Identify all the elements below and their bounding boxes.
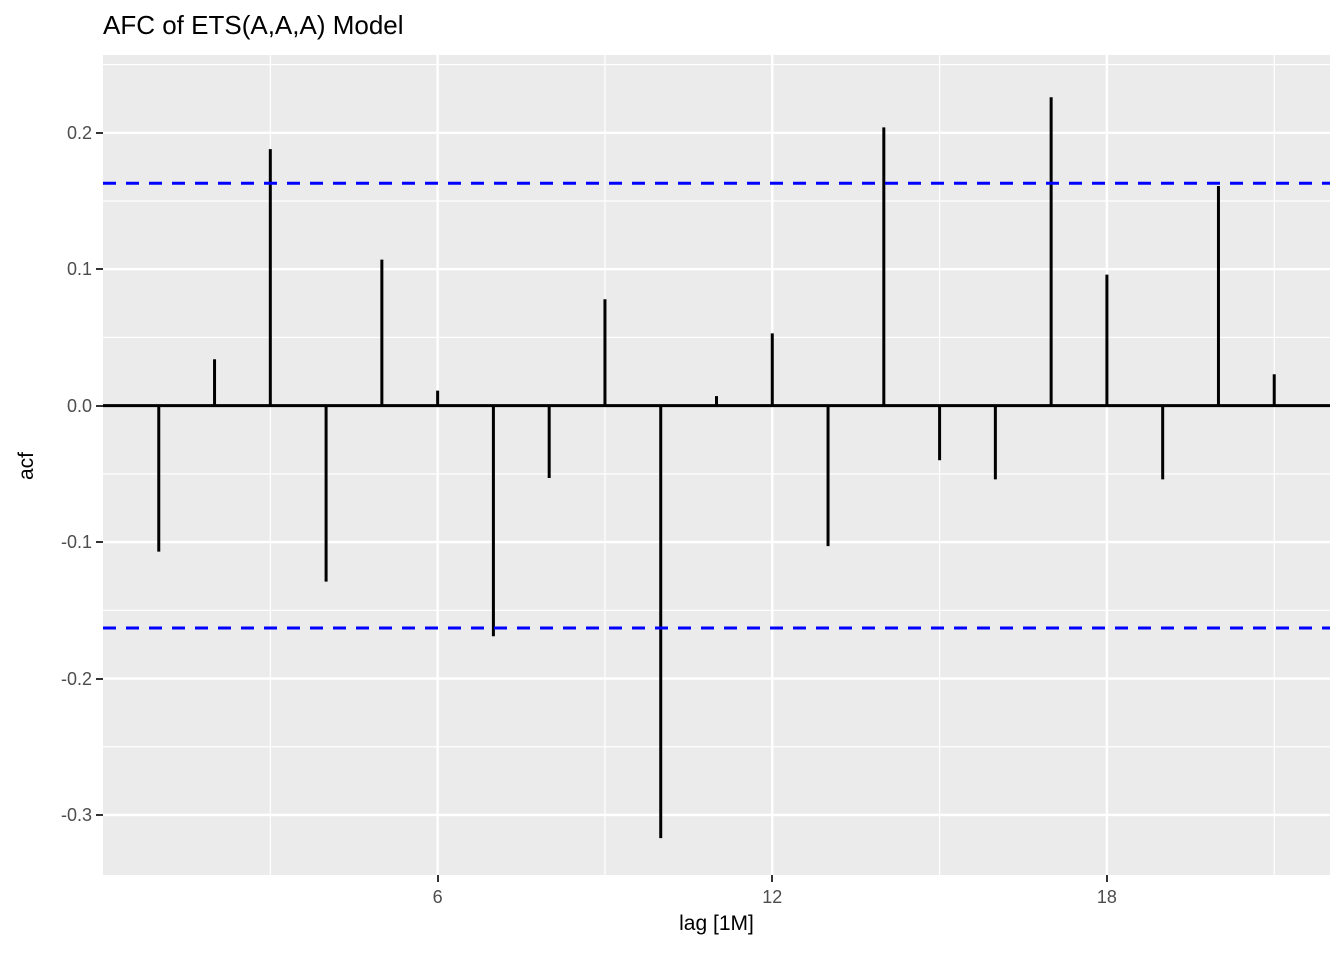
y-tick-label: 0.1 (66, 259, 92, 280)
x-tick-label: 18 (1096, 887, 1117, 907)
y-tick-label: -0.1 (60, 532, 92, 553)
x-axis-title: lag [1M] (679, 912, 754, 935)
plot-area-svg (103, 55, 1330, 875)
y-tick-mark (96, 404, 103, 407)
x-tick-label: 12 (762, 887, 783, 907)
y-tick-mark (96, 813, 103, 816)
y-tick-mark (96, 268, 103, 271)
x-tick-mark (436, 875, 439, 882)
x-tick-mark (1105, 875, 1108, 882)
y-tick-label: -0.3 (60, 804, 92, 825)
x-tick-mark (771, 875, 774, 882)
chart-title: AFC of ETS(A,A,A) Model (103, 10, 404, 40)
y-tick-label: 0.2 (66, 122, 92, 143)
y-tick-mark (96, 541, 103, 544)
y-tick-label: 0.0 (66, 395, 92, 416)
y-tick-mark (96, 677, 103, 680)
x-tick-label: 6 (432, 887, 443, 907)
y-tick-label: -0.2 (60, 668, 92, 689)
y-tick-mark (96, 131, 103, 134)
y-axis-title: acf (15, 452, 38, 481)
plot-panel (103, 55, 1330, 875)
